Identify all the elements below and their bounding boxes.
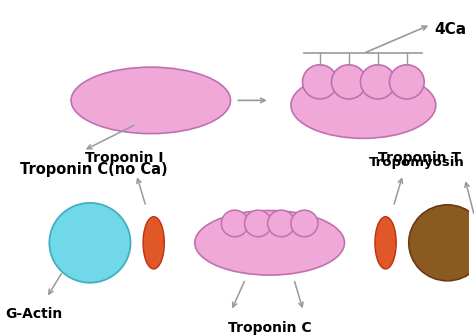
Text: 4Ca: 4Ca: [434, 21, 466, 37]
Ellipse shape: [195, 210, 345, 275]
Text: Tropomyosin: Tropomyosin: [369, 156, 465, 169]
Circle shape: [268, 210, 295, 237]
Circle shape: [302, 65, 337, 99]
Circle shape: [390, 65, 424, 99]
Circle shape: [221, 210, 248, 237]
Text: Troponin C(no Ca): Troponin C(no Ca): [20, 162, 168, 177]
Ellipse shape: [291, 72, 436, 138]
Text: Troponin C: Troponin C: [228, 321, 311, 335]
Circle shape: [245, 210, 272, 237]
Ellipse shape: [143, 217, 164, 269]
Text: Troponin I: Troponin I: [85, 151, 164, 165]
Ellipse shape: [71, 67, 230, 134]
Ellipse shape: [375, 217, 396, 269]
Circle shape: [291, 210, 318, 237]
Text: Troponin T: Troponin T: [378, 151, 461, 165]
Text: G-Actin: G-Actin: [5, 308, 63, 321]
Circle shape: [360, 65, 395, 99]
Circle shape: [331, 65, 366, 99]
Circle shape: [49, 203, 130, 283]
Circle shape: [409, 205, 474, 281]
